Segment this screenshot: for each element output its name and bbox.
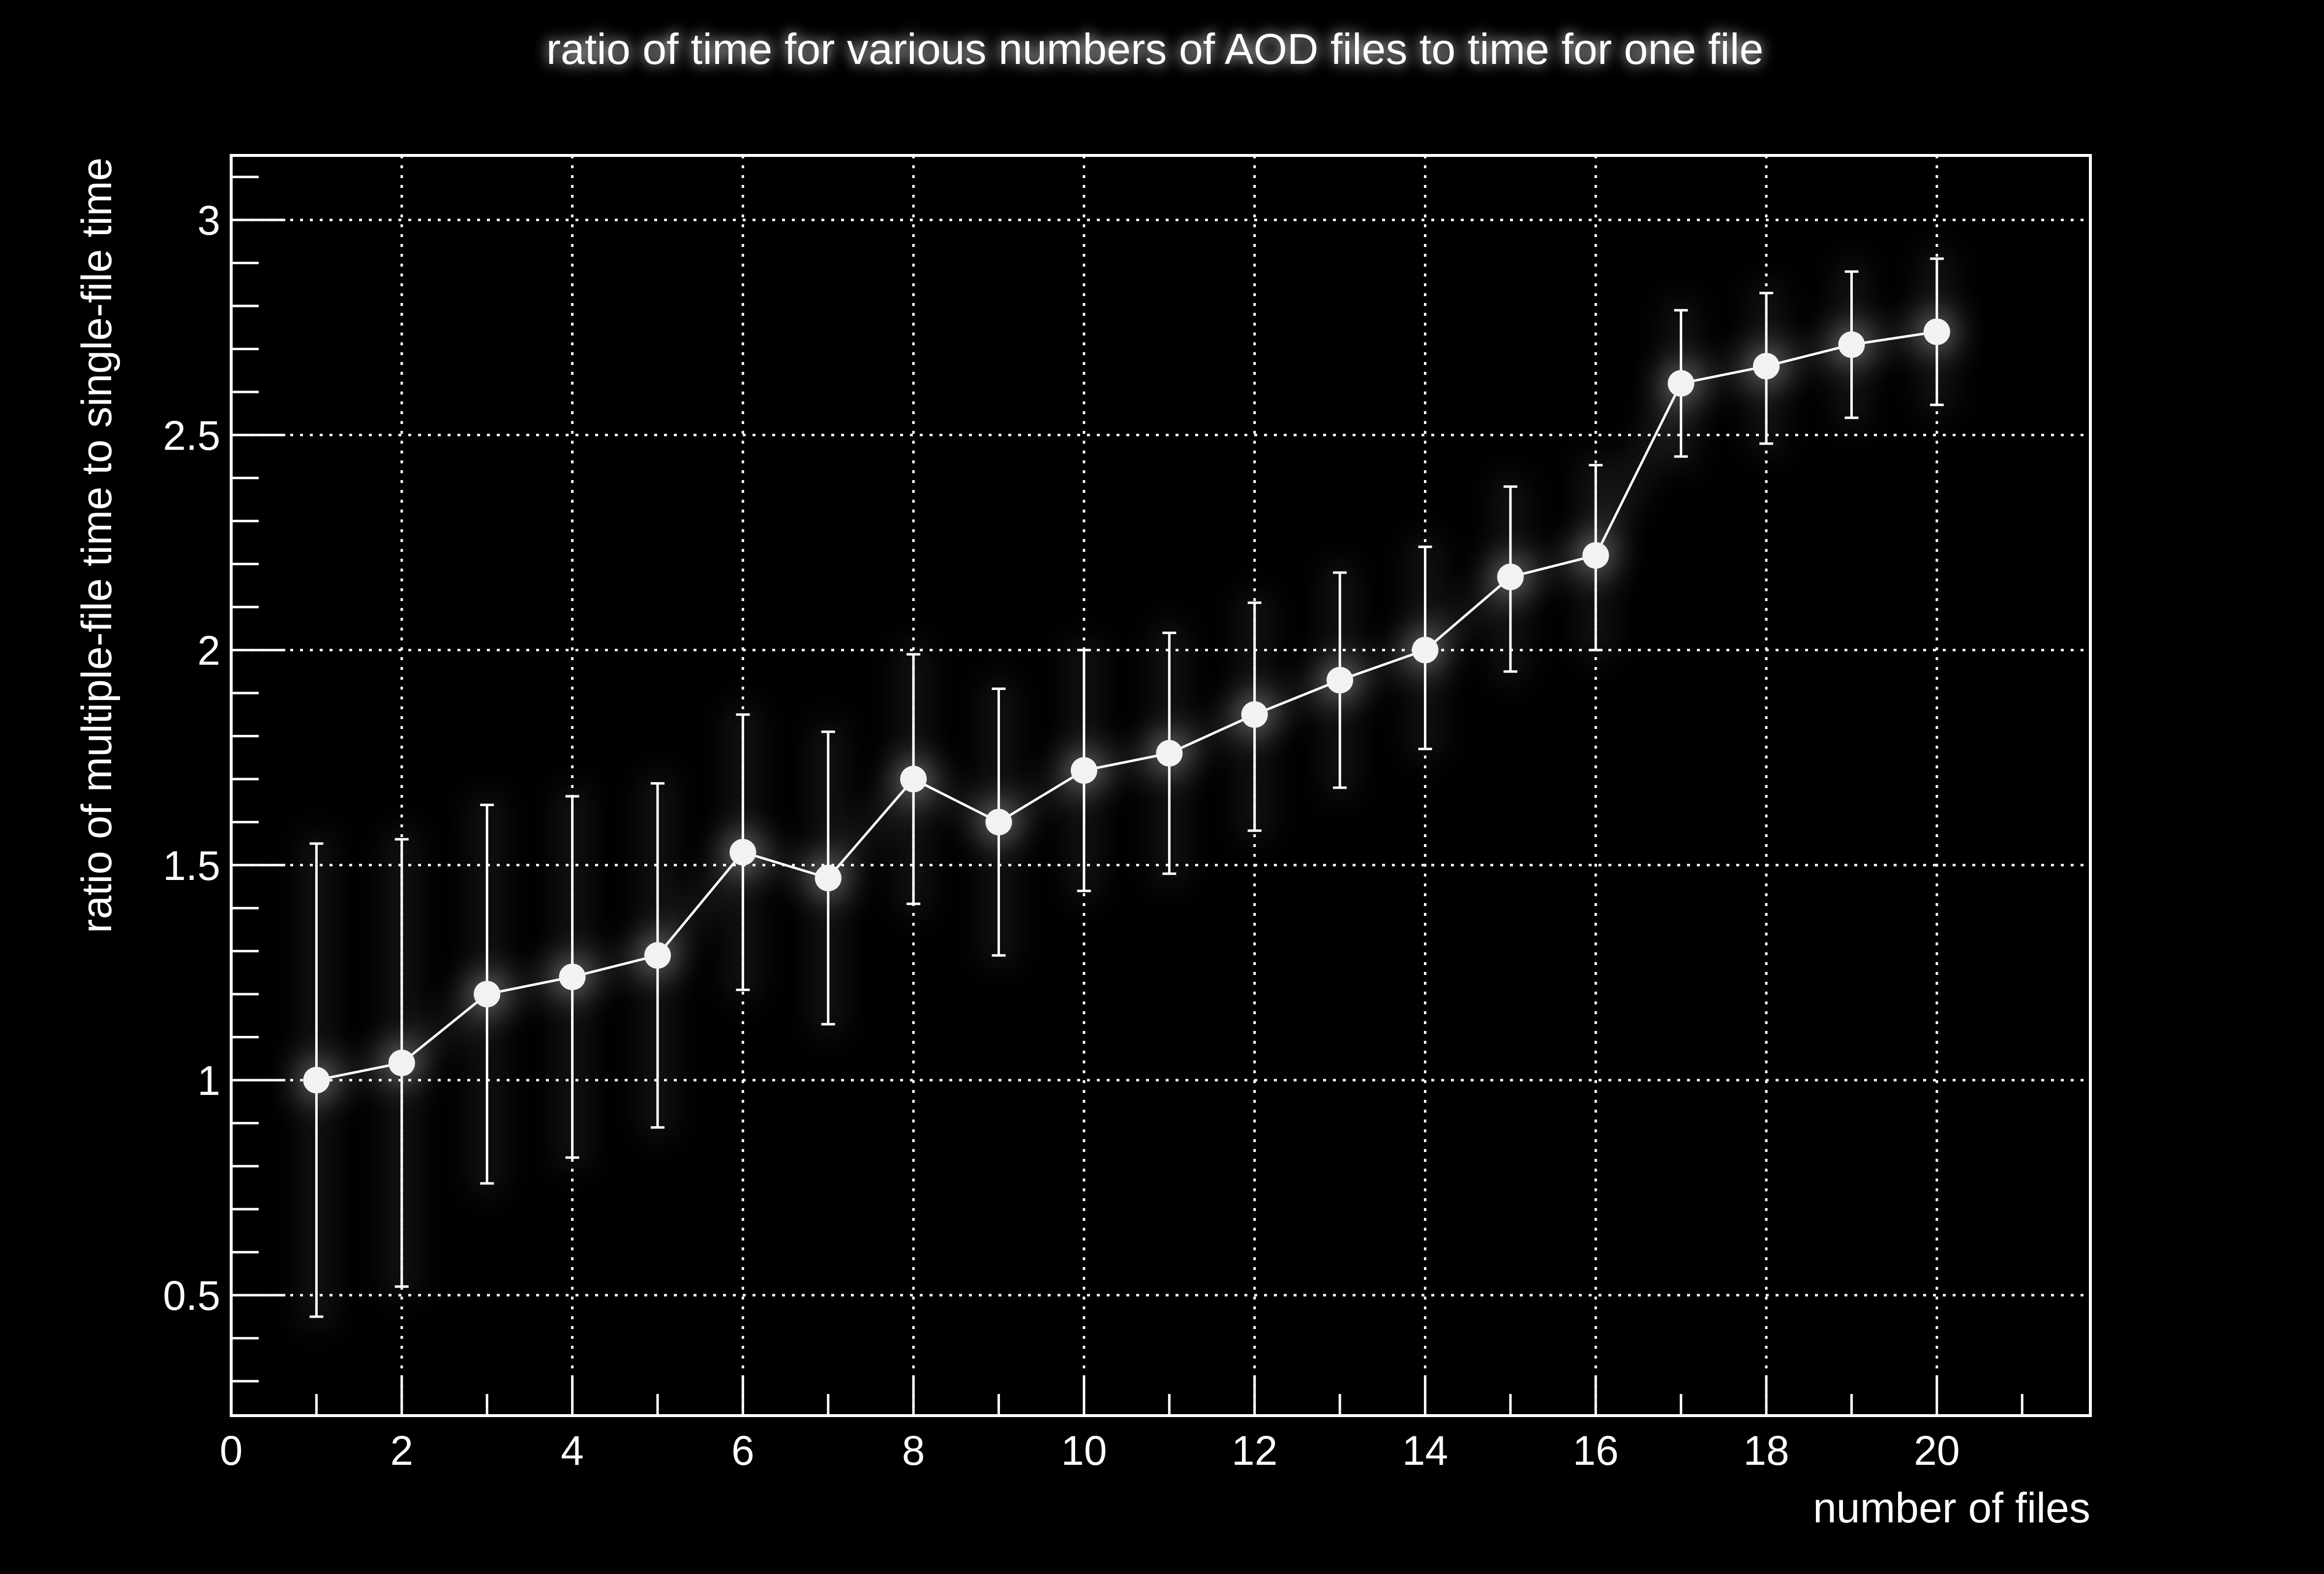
data-point bbox=[900, 765, 927, 792]
data-point bbox=[303, 1066, 330, 1093]
data-point bbox=[1241, 701, 1268, 728]
data-point bbox=[1838, 331, 1865, 358]
data-point bbox=[815, 864, 842, 891]
x-tick-label: 0 bbox=[220, 1427, 243, 1474]
x-tick-label: 8 bbox=[902, 1427, 925, 1474]
chart-title: ratio of time for various numbers of AOD… bbox=[546, 25, 1764, 73]
y-axis-label: ratio of multiple-file time to single-fi… bbox=[73, 157, 121, 933]
data-point bbox=[1156, 740, 1183, 767]
data-series bbox=[303, 257, 1950, 1318]
x-tick-label: 20 bbox=[1914, 1427, 1960, 1474]
data-point bbox=[388, 1049, 415, 1076]
axes: 0 2 4 6 8 10 12 14 16 18 20 0.5 1 1.5 2 2.5 3 bbox=[163, 154, 2092, 1474]
series-line bbox=[316, 331, 1937, 1082]
x-tick-label: 6 bbox=[731, 1427, 755, 1474]
x-axis-label: number of files bbox=[1813, 1484, 2090, 1532]
data-point bbox=[474, 981, 501, 1008]
data-point bbox=[985, 809, 1012, 836]
data-point bbox=[1923, 318, 1950, 345]
data-point bbox=[1582, 542, 1609, 569]
data-point bbox=[1327, 666, 1354, 694]
data-point bbox=[1412, 636, 1439, 664]
data-point bbox=[1753, 353, 1780, 380]
data-point bbox=[559, 964, 586, 991]
data-point bbox=[644, 942, 671, 969]
x-tick-label: 10 bbox=[1061, 1427, 1107, 1474]
data-point bbox=[1070, 757, 1097, 784]
x-tick-label: 2 bbox=[390, 1427, 413, 1474]
y-tick-label: 1.5 bbox=[163, 843, 220, 889]
y-tick-label: 2.5 bbox=[163, 412, 220, 458]
y-tick-label: 1 bbox=[197, 1058, 220, 1104]
x-tick-label: 16 bbox=[1573, 1427, 1619, 1474]
plot-frame bbox=[230, 154, 2092, 1417]
y-tick-label: 3 bbox=[197, 197, 220, 243]
y-tick-label: 2 bbox=[197, 628, 220, 674]
x-tick-label: 18 bbox=[1743, 1427, 1789, 1474]
data-point bbox=[1667, 370, 1694, 397]
x-tick-label: 12 bbox=[1232, 1427, 1277, 1474]
x-tick-label: 4 bbox=[561, 1427, 584, 1474]
x-tick-label: 14 bbox=[1402, 1427, 1448, 1474]
data-point bbox=[729, 839, 756, 866]
y-tick-label: 0.5 bbox=[163, 1272, 220, 1319]
data-point bbox=[1497, 563, 1524, 590]
